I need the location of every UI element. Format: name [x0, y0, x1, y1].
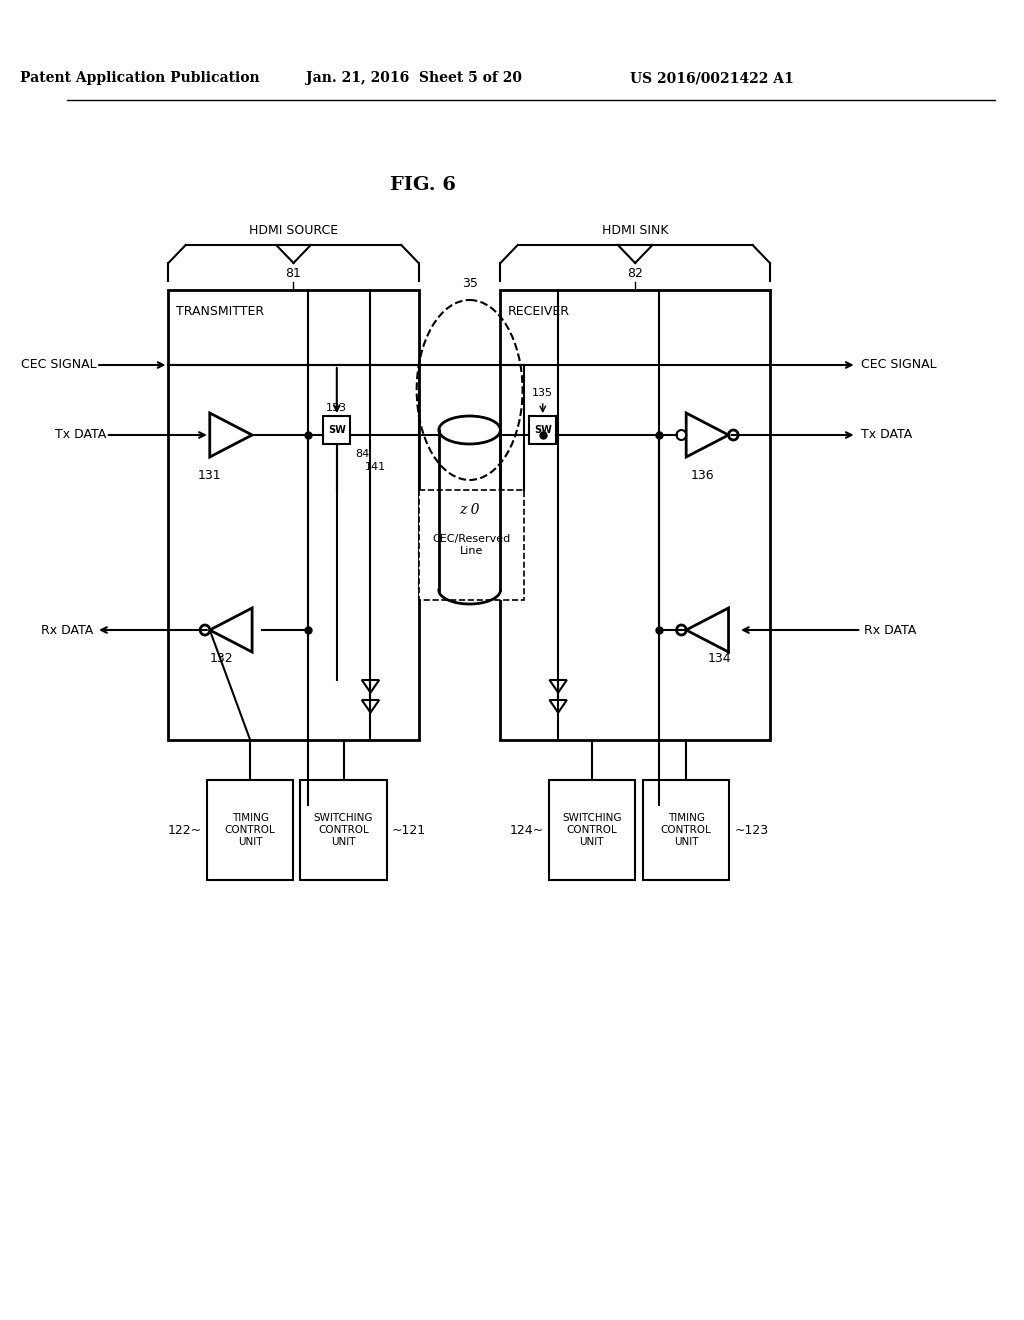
Bar: [419, 490, 524, 601]
Circle shape: [677, 430, 686, 440]
Circle shape: [677, 624, 686, 635]
Text: 122~: 122~: [168, 824, 202, 837]
Text: CEC SIGNAL: CEC SIGNAL: [861, 359, 937, 371]
Bar: [549, 780, 635, 880]
Text: RECEIVER: RECEIVER: [508, 305, 570, 318]
Text: 132: 132: [210, 652, 233, 665]
Polygon shape: [550, 700, 567, 713]
Text: CEC SIGNAL: CEC SIGNAL: [20, 359, 96, 371]
Text: SWITCHING
CONTROL
UNIT: SWITCHING CONTROL UNIT: [562, 813, 622, 846]
Text: ~121: ~121: [391, 824, 426, 837]
Polygon shape: [686, 413, 728, 457]
Bar: [168, 290, 419, 741]
Text: 82: 82: [628, 267, 643, 280]
Text: CEC/Reserved
Line: CEC/Reserved Line: [432, 535, 511, 556]
Text: 133: 133: [327, 403, 347, 413]
Text: 81: 81: [286, 267, 301, 280]
Text: Patent Application Publication: Patent Application Publication: [19, 71, 259, 84]
Text: Rx DATA: Rx DATA: [864, 623, 916, 636]
Circle shape: [728, 430, 738, 440]
Bar: [529, 416, 556, 444]
Text: SWITCHING
CONTROL
UNIT: SWITCHING CONTROL UNIT: [313, 813, 374, 846]
Polygon shape: [210, 609, 252, 652]
Text: z 0: z 0: [460, 503, 480, 517]
Bar: [501, 290, 770, 741]
Text: HDMI SINK: HDMI SINK: [602, 224, 669, 238]
Polygon shape: [361, 680, 379, 693]
Text: FIG. 6: FIG. 6: [390, 176, 457, 194]
Text: Tx DATA: Tx DATA: [861, 429, 912, 441]
Text: 135: 135: [532, 388, 553, 399]
Text: HDMI SOURCE: HDMI SOURCE: [249, 224, 338, 238]
Text: TIMING
CONTROL
UNIT: TIMING CONTROL UNIT: [660, 813, 712, 846]
Text: Jan. 21, 2016  Sheet 5 of 20: Jan. 21, 2016 Sheet 5 of 20: [306, 71, 522, 84]
Text: 84: 84: [355, 449, 370, 459]
Text: TRANSMITTER: TRANSMITTER: [176, 305, 264, 318]
Text: 141: 141: [365, 462, 386, 473]
Polygon shape: [686, 609, 728, 652]
Text: Rx DATA: Rx DATA: [41, 623, 93, 636]
Text: SW: SW: [328, 425, 346, 436]
Text: 124~: 124~: [510, 824, 544, 837]
Text: 134: 134: [708, 652, 731, 665]
Circle shape: [200, 624, 210, 635]
Polygon shape: [361, 700, 379, 713]
Text: US 2016/0021422 A1: US 2016/0021422 A1: [631, 71, 794, 84]
Text: 136: 136: [691, 469, 715, 482]
Text: SW: SW: [534, 425, 552, 436]
Ellipse shape: [439, 416, 501, 444]
Bar: [324, 416, 350, 444]
Polygon shape: [210, 413, 252, 457]
Polygon shape: [550, 680, 567, 693]
Text: 35: 35: [462, 277, 477, 290]
Text: ~123: ~123: [734, 824, 768, 837]
Text: Tx DATA: Tx DATA: [54, 429, 105, 441]
Text: 131: 131: [198, 469, 221, 482]
Bar: [643, 780, 729, 880]
Bar: [300, 780, 387, 880]
Text: TIMING
CONTROL
UNIT: TIMING CONTROL UNIT: [225, 813, 275, 846]
Bar: [207, 780, 294, 880]
